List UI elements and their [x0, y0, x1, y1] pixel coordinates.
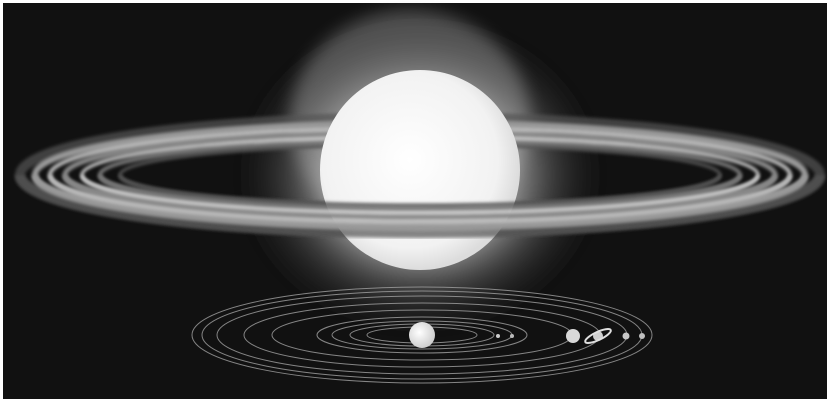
planet	[622, 332, 630, 340]
planet	[496, 334, 500, 338]
planet	[639, 333, 645, 339]
sun	[320, 70, 520, 270]
planet	[566, 329, 580, 343]
planets	[496, 328, 645, 344]
ring-front	[15, 174, 825, 238]
planet	[510, 334, 514, 338]
planet-ring	[584, 328, 612, 344]
small-sun	[409, 322, 435, 348]
